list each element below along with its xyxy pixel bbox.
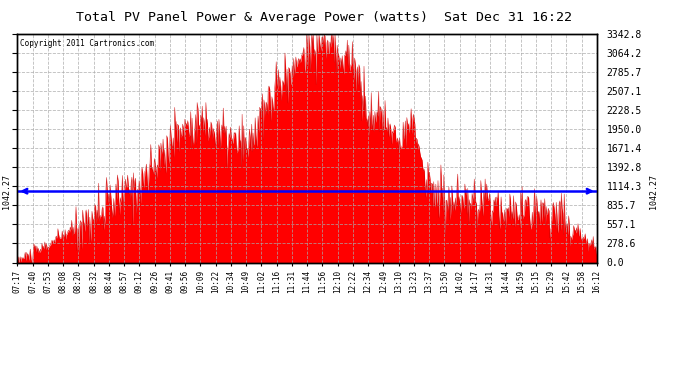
Text: Copyright 2011 Cartronics.com: Copyright 2011 Cartronics.com bbox=[20, 39, 155, 48]
Text: 1042.27: 1042.27 bbox=[649, 174, 658, 208]
Text: 1042.27: 1042.27 bbox=[3, 174, 12, 208]
Text: Total PV Panel Power & Average Power (watts)  Sat Dec 31 16:22: Total PV Panel Power & Average Power (wa… bbox=[77, 11, 572, 24]
